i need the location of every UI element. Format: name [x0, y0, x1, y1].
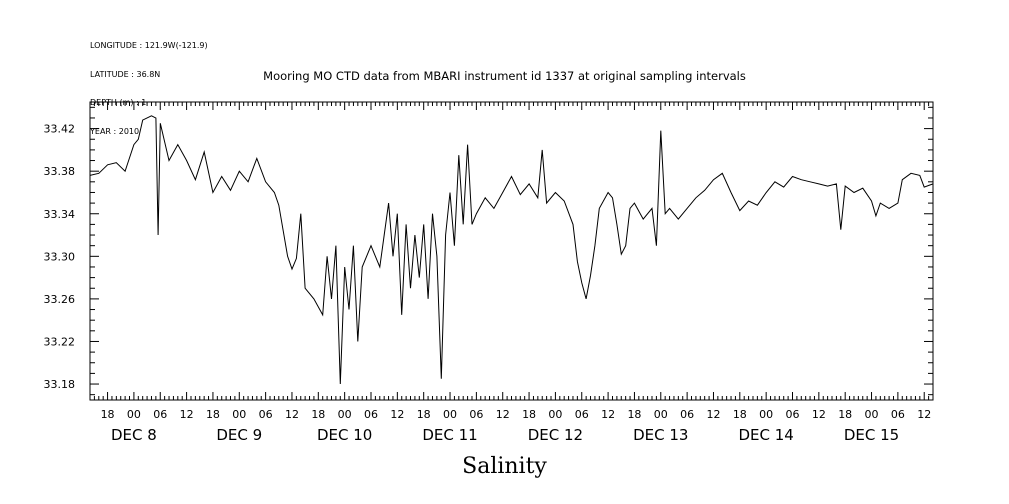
- x-hour-label: 00: [865, 408, 879, 421]
- y-tick-label: 33.34: [44, 208, 76, 221]
- x-hour-label: 00: [548, 408, 562, 421]
- x-hour-label: 06: [786, 408, 800, 421]
- x-day-label: DEC 14: [738, 426, 793, 444]
- x-day-label: DEC 13: [633, 426, 688, 444]
- x-hour-label: 00: [127, 408, 141, 421]
- plot-frame: [89, 101, 934, 401]
- x-hour-label: 12: [706, 408, 720, 421]
- x-hour-label: 06: [469, 408, 483, 421]
- x-hour-label: 12: [180, 408, 194, 421]
- x-hour-label: 18: [101, 408, 115, 421]
- y-tick-label: 33.22: [44, 335, 76, 348]
- x-day-label: DEC 8: [111, 426, 157, 444]
- x-hour-label: 00: [654, 408, 668, 421]
- y-tick-label: 33.42: [44, 123, 76, 136]
- x-hour-label: 18: [206, 408, 220, 421]
- x-day-label: DEC 10: [317, 426, 372, 444]
- x-hour-label: 00: [232, 408, 246, 421]
- x-hour-label: 00: [338, 408, 352, 421]
- x-hour-label: 18: [627, 408, 641, 421]
- y-tick-label: 33.38: [44, 165, 76, 178]
- x-hour-label: 12: [285, 408, 299, 421]
- year-text: YEAR : 2010: [90, 126, 140, 136]
- x-hour-label: 18: [417, 408, 431, 421]
- x-hour-label: 06: [364, 408, 378, 421]
- x-hour-label: 12: [917, 408, 931, 421]
- x-axis-label: Salinity: [462, 454, 547, 479]
- latitude-text: LATITUDE : 36.8N: [90, 69, 161, 79]
- x-day-label: DEC 11: [422, 426, 477, 444]
- salinity-series-line: [89, 115, 934, 385]
- x-day-label: DEC 9: [216, 426, 262, 444]
- x-hour-label: 12: [390, 408, 404, 421]
- longitude-text: LONGITUDE : 121.9W(-121.9): [90, 41, 208, 50]
- x-hour-label: 06: [575, 408, 589, 421]
- x-hour-label: 12: [601, 408, 615, 421]
- x-hour-label: 06: [891, 408, 905, 421]
- x-hour-label: 12: [496, 408, 510, 421]
- x-hour-label: 18: [838, 408, 852, 421]
- x-hour-label: 06: [680, 408, 694, 421]
- y-tick-label: 33.26: [44, 293, 76, 306]
- x-day-label: DEC 12: [528, 426, 583, 444]
- x-hour-label: 18: [311, 408, 325, 421]
- y-tick-label: 33.30: [44, 250, 76, 263]
- y-tick-label: 33.18: [44, 378, 76, 391]
- x-hour-label: 06: [259, 408, 273, 421]
- x-hour-label: 00: [759, 408, 773, 421]
- x-day-label: DEC 15: [844, 426, 899, 444]
- chart-title: Mooring MO CTD data from MBARI instrumen…: [263, 69, 746, 83]
- x-hour-label: 12: [812, 408, 826, 421]
- x-hour-label: 06: [153, 408, 167, 421]
- x-hour-label: 00: [443, 408, 457, 421]
- x-hour-label: 18: [733, 408, 747, 421]
- x-hour-label: 18: [522, 408, 536, 421]
